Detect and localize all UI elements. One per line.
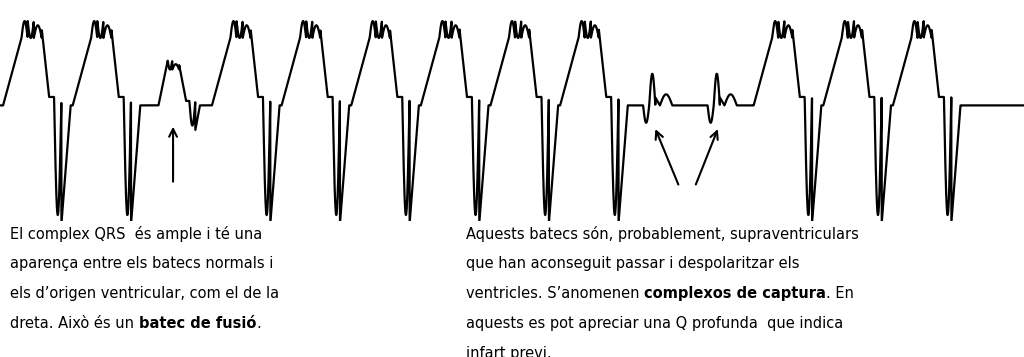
Text: complexos de captura: complexos de captura (644, 286, 826, 301)
Text: aparença entre els batecs normals i: aparença entre els batecs normals i (10, 256, 273, 271)
Text: els d’origen ventricular, com el de la: els d’origen ventricular, com el de la (10, 286, 280, 301)
Text: que han aconseguit passar i despolaritzar els: que han aconseguit passar i despolaritza… (466, 256, 800, 271)
Text: dreta. Això és un: dreta. Això és un (10, 316, 139, 331)
Text: El complex QRS  és ample i té una: El complex QRS és ample i té una (10, 226, 262, 242)
Text: . En: . En (826, 286, 854, 301)
Text: Aquests batecs són, probablement, supraventriculars: Aquests batecs són, probablement, suprav… (466, 226, 859, 242)
Text: .: . (256, 316, 261, 331)
Text: batec de fusió: batec de fusió (139, 316, 256, 331)
Text: infart previ.: infart previ. (466, 346, 552, 357)
Text: aquests es pot apreciar una Q profunda  que indica: aquests es pot apreciar una Q profunda q… (466, 316, 843, 331)
Text: ventricles. S’anomenen: ventricles. S’anomenen (466, 286, 644, 301)
